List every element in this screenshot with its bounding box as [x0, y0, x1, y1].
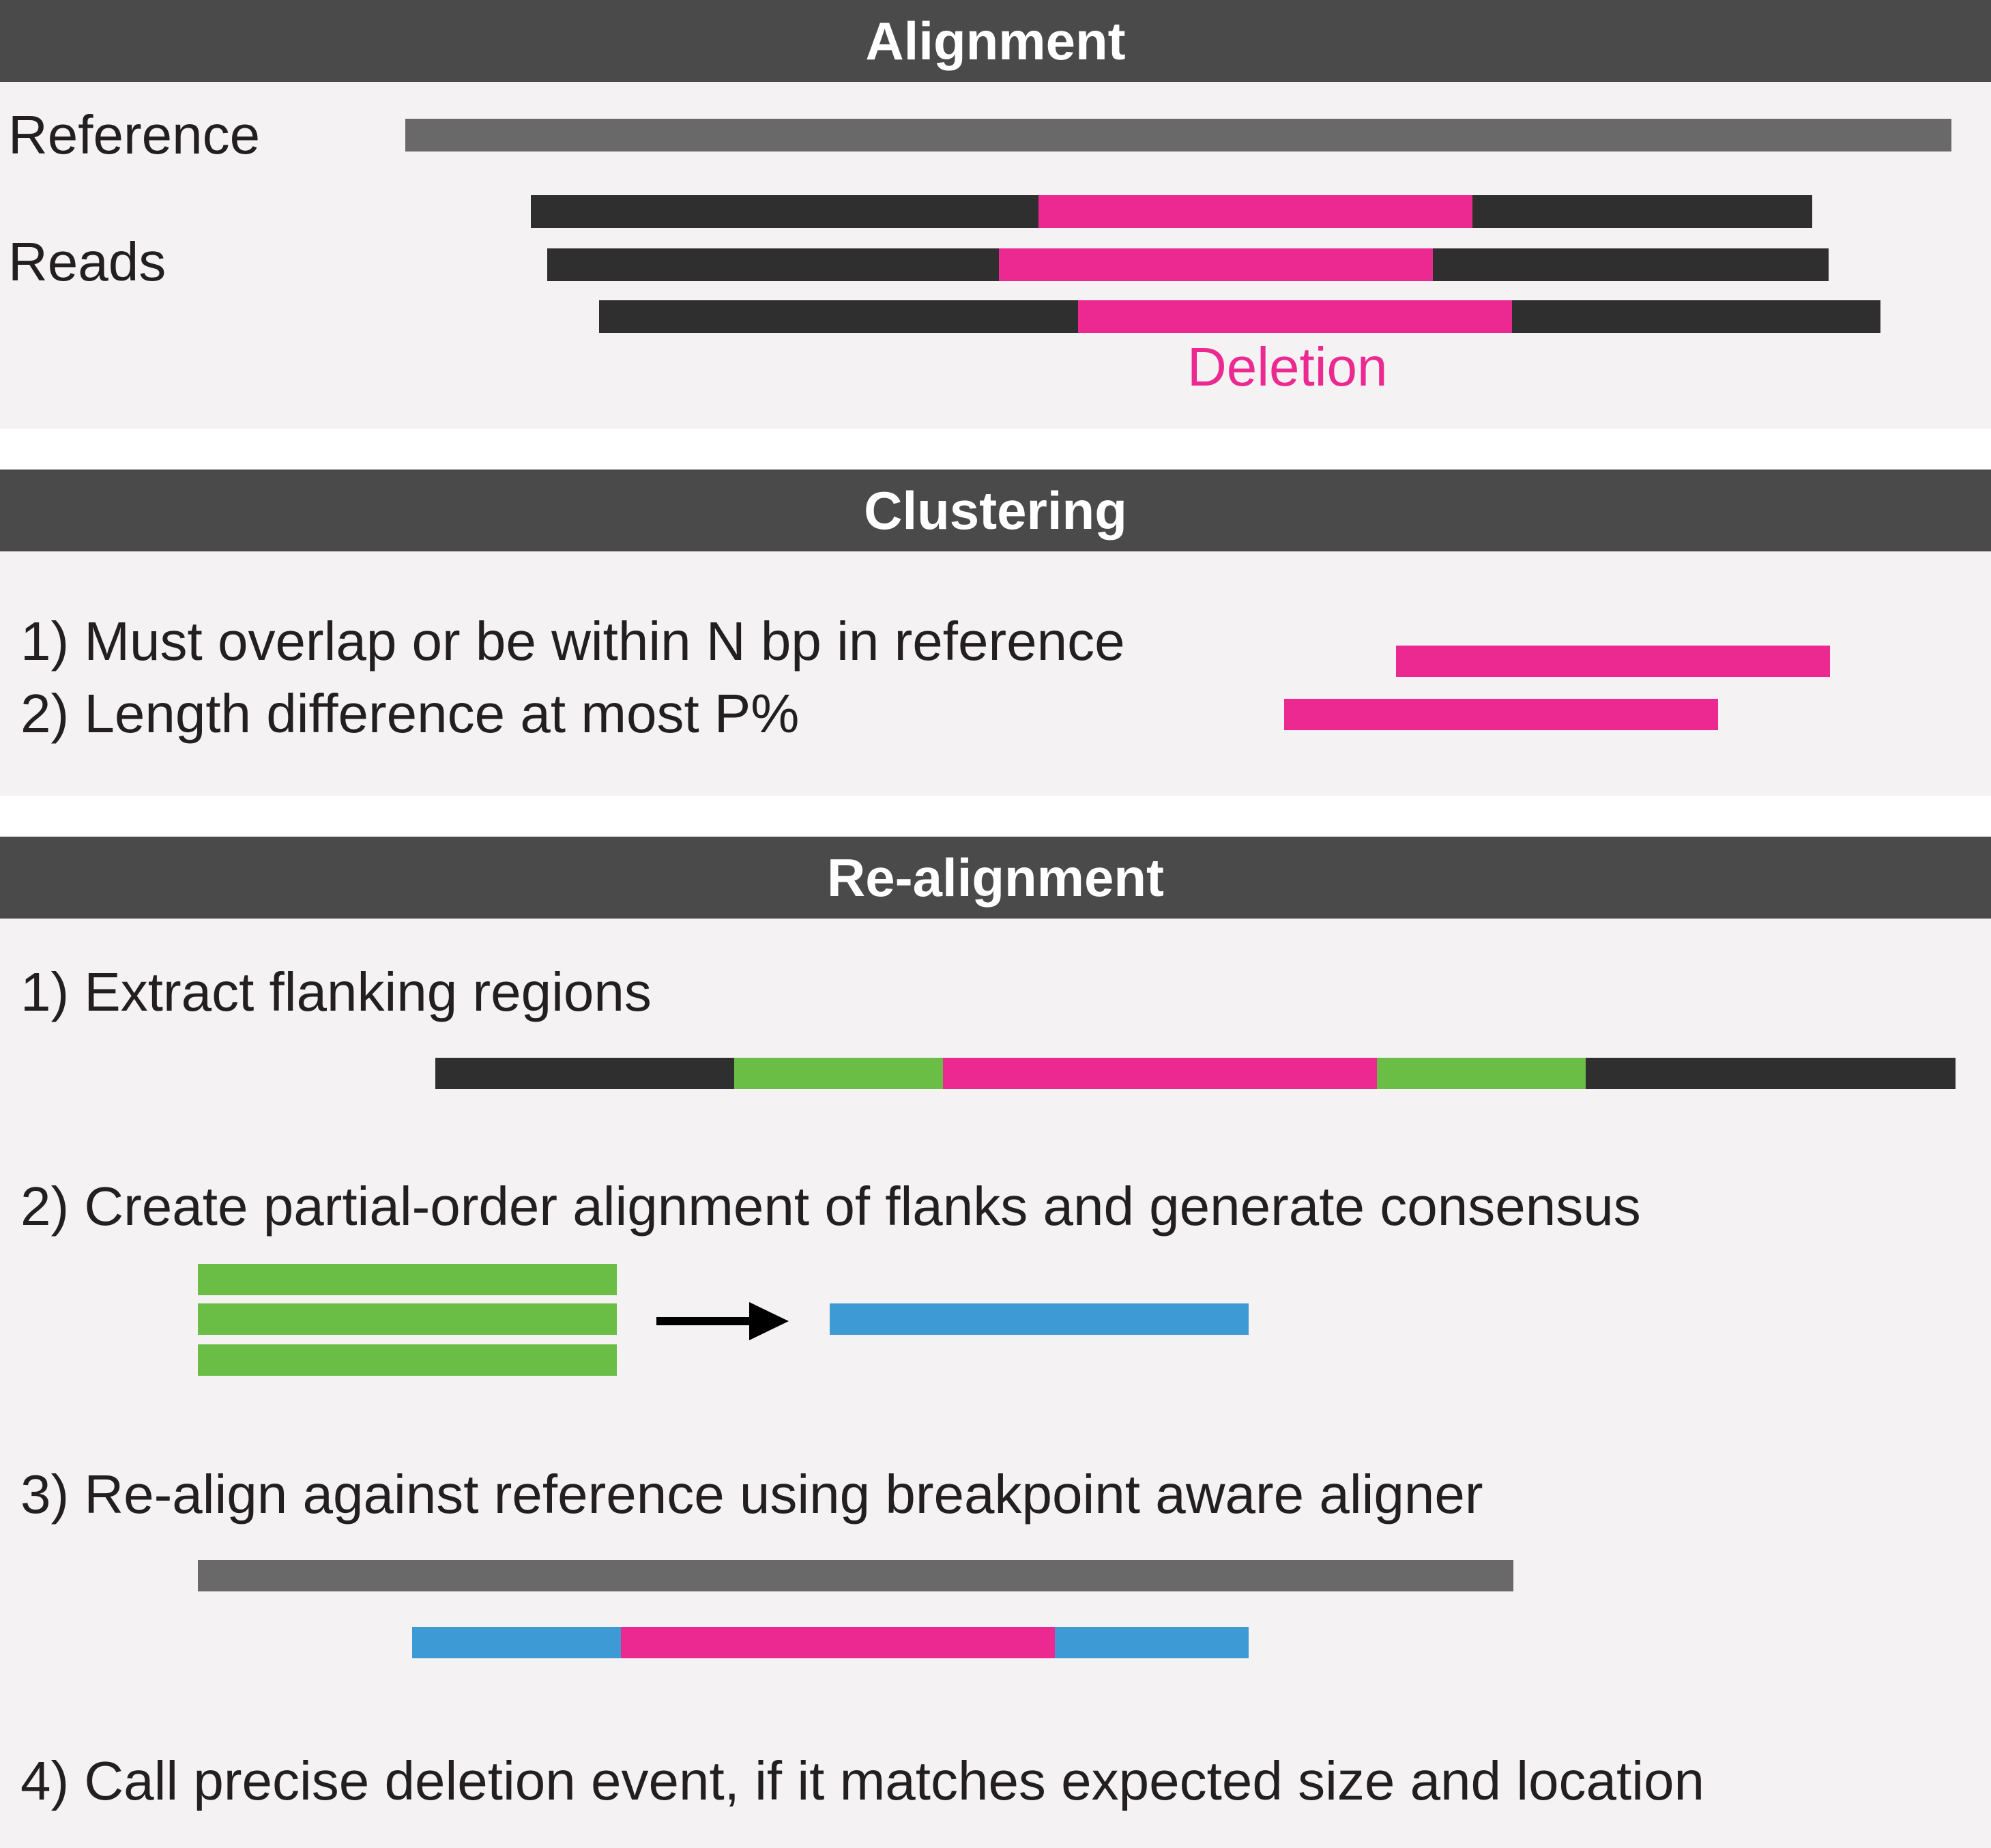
flank-stack — [198, 1264, 617, 1376]
cluster-deletion-bar — [1284, 699, 1718, 730]
clustering-rule-2: 2) Length difference at most P% — [20, 683, 800, 744]
deletion-label: Deletion — [1187, 336, 1388, 397]
alignment-header: Alignment — [0, 0, 1991, 82]
reference-segment — [405, 119, 1951, 151]
deletion-segment — [1396, 646, 1830, 677]
right-flank-segment — [1377, 1058, 1586, 1089]
flank-bar — [198, 1344, 617, 1376]
read-right-segment — [1586, 1058, 1956, 1089]
realignment-step-1: 1) Extract flanking regions — [20, 962, 652, 1022]
read-right-segment — [1512, 300, 1880, 333]
realignment-panel — [0, 837, 1991, 1848]
clustering-header: Clustering — [0, 470, 1991, 551]
realigned-bar — [412, 1627, 1249, 1658]
read-left-segment — [435, 1058, 734, 1089]
left-consensus-segment — [412, 1627, 621, 1658]
clustering-title: Clustering — [864, 480, 1127, 540]
read-left-segment — [599, 300, 1078, 333]
read-right-segment — [1472, 195, 1812, 228]
consensus-bar — [830, 1303, 1249, 1335]
reference-label: Reference — [8, 104, 261, 165]
clustering-rule-1: 1) Must overlap or be within N bp in ref… — [20, 611, 1125, 672]
realignment-step-2: 2) Create partial-order alignment of fla… — [20, 1176, 1641, 1237]
cluster-deletion-bar — [1396, 646, 1830, 677]
flanking-regions-bar — [435, 1058, 1956, 1089]
deletion-segment — [1284, 699, 1718, 730]
reference-segment — [198, 1560, 1513, 1591]
read-deletion-segment — [1038, 195, 1472, 228]
read-bar — [531, 195, 1812, 228]
reference-bar — [405, 119, 1951, 151]
realignment-title: Re-alignment — [826, 848, 1165, 908]
consensus-segment — [830, 1303, 1249, 1335]
reads-label: Reads — [8, 231, 166, 292]
right-arrow-icon — [656, 1302, 789, 1340]
read-left-segment — [531, 195, 1038, 228]
realignment-step-3: 3) Re-align against reference using brea… — [20, 1464, 1483, 1525]
right-consensus-segment — [1055, 1627, 1249, 1658]
reference-bar — [198, 1560, 1513, 1591]
left-flank-segment — [734, 1058, 943, 1089]
read-left-segment — [547, 248, 999, 281]
read-right-segment — [1433, 248, 1829, 281]
read-deletion-segment — [1078, 300, 1512, 333]
deletion-segment — [943, 1058, 1377, 1089]
read-deletion-segment — [999, 248, 1433, 281]
alignment-title: Alignment — [865, 11, 1126, 71]
flank-bar — [198, 1303, 617, 1335]
read-bar — [547, 248, 1829, 281]
deletion-segment — [621, 1627, 1055, 1658]
realignment-header: Re-alignment — [0, 837, 1991, 919]
flank-bar — [198, 1264, 617, 1295]
realignment-step-4: 4) Call precise deletion event, if it ma… — [20, 1750, 1705, 1811]
read-bar — [599, 300, 1880, 333]
